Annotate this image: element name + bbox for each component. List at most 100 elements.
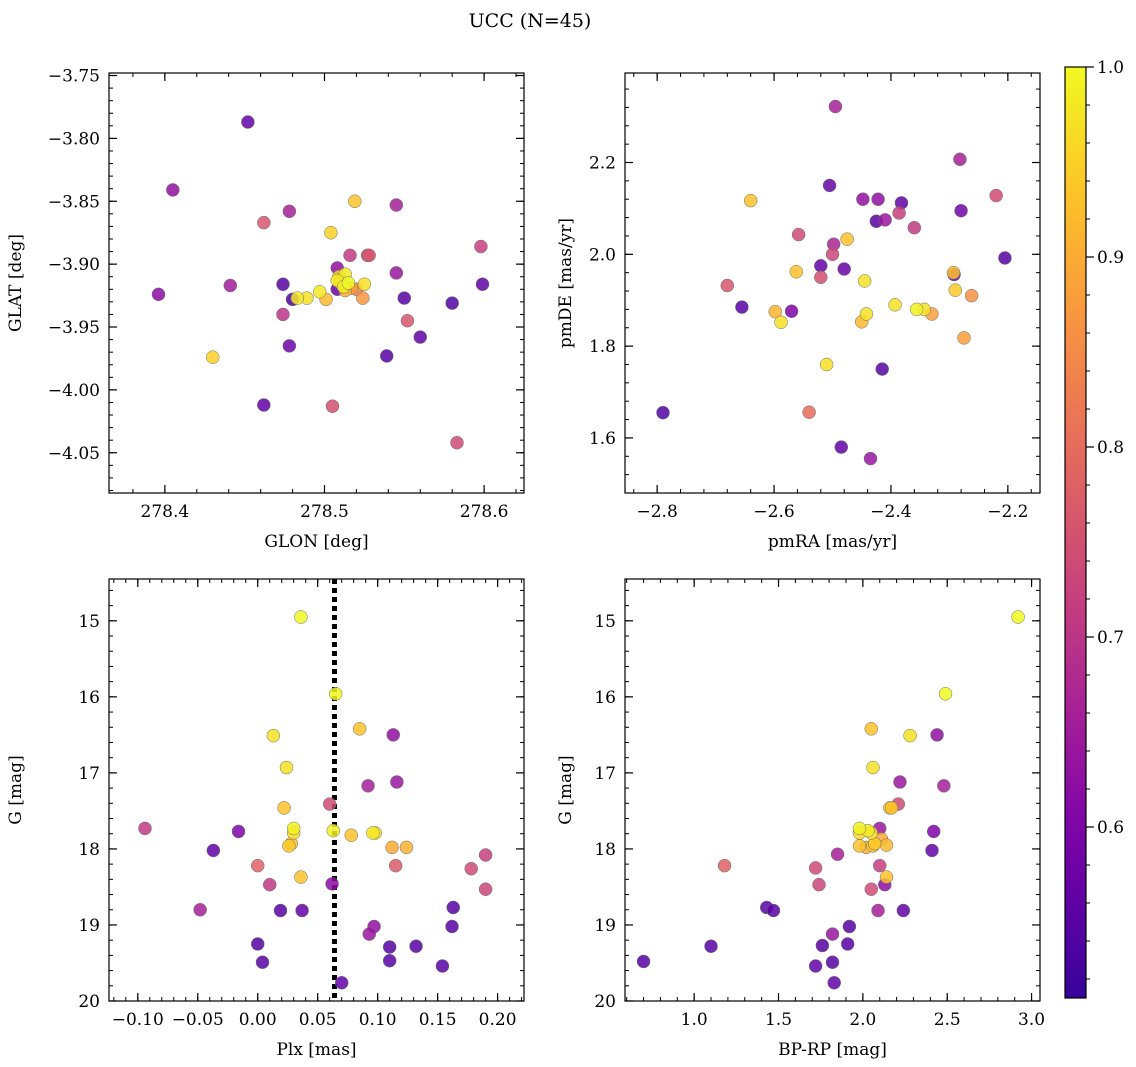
data-point — [859, 307, 874, 321]
data-point — [390, 775, 404, 789]
data-point — [400, 313, 415, 328]
data-point — [834, 440, 849, 454]
data-point — [856, 192, 870, 206]
data-point — [250, 937, 265, 951]
data-point — [276, 277, 290, 292]
data-point — [866, 760, 880, 775]
y-tick-label: 20 — [78, 992, 100, 1012]
data-point — [341, 276, 356, 290]
data-point — [989, 188, 1003, 203]
data-point — [814, 270, 828, 285]
data-point — [840, 232, 854, 246]
colorbar-tick-label: 0.7 — [1097, 628, 1124, 648]
data-point — [925, 843, 939, 858]
y-tick-label: −3.90 — [48, 255, 100, 275]
data-point — [789, 265, 804, 279]
data-point — [840, 937, 855, 951]
y-tick-label: 16 — [594, 688, 616, 708]
data-point — [362, 927, 377, 941]
data-point — [893, 775, 907, 789]
data-point — [241, 115, 255, 129]
data-point — [231, 824, 246, 839]
data-point — [399, 840, 414, 855]
data-point — [878, 213, 892, 227]
data-point — [312, 285, 327, 299]
y-tick-label: 1.8 — [589, 337, 616, 357]
data-point — [295, 903, 309, 918]
data-point — [343, 248, 357, 263]
data-point — [884, 801, 899, 815]
data-point — [907, 220, 922, 235]
data-point — [852, 839, 867, 853]
x-tick-label: 0.05 — [299, 1010, 337, 1030]
x-tick-label: 2.0 — [849, 1010, 876, 1030]
data-point — [791, 227, 806, 242]
data-point — [957, 331, 971, 345]
axes-frame — [108, 578, 525, 1002]
data-point — [279, 760, 294, 775]
data-point — [864, 882, 879, 896]
data-point — [223, 278, 238, 293]
data-point — [385, 840, 399, 855]
data-point — [266, 728, 281, 743]
data-point — [774, 315, 788, 329]
data-point — [808, 959, 823, 973]
x-axis-label: GLON [deg] — [264, 532, 368, 552]
data-point — [389, 266, 404, 280]
data-point — [964, 288, 979, 303]
axes-frame — [108, 72, 525, 494]
data-point — [937, 779, 951, 793]
x-tick-label: −2.2 — [987, 502, 1028, 522]
y-tick-label: 19 — [78, 916, 100, 936]
data-point — [282, 839, 296, 853]
data-point — [815, 938, 830, 953]
data-point — [819, 357, 834, 372]
data-point — [138, 821, 152, 836]
data-point — [474, 239, 488, 254]
x-tick-label: 1.0 — [681, 1010, 708, 1030]
data-point — [277, 801, 291, 815]
y-axis-label: GLAT [deg] — [6, 234, 26, 332]
colorbar-tick-label: 0.8 — [1097, 438, 1124, 458]
data-point — [814, 259, 828, 273]
data-point — [827, 976, 841, 990]
data-point — [478, 848, 493, 862]
panel-parallax-magnitude: −0.10 −0.05 0.00 0.05 0.10 0.15 0.20 15 16 17 18 19… — [6, 578, 525, 1060]
figure-title: UCC (N=45) — [469, 10, 592, 32]
data-point — [656, 405, 670, 420]
data-point — [325, 399, 340, 413]
data-point — [356, 291, 370, 305]
y-tick-label: −3.75 — [48, 67, 100, 87]
data-point — [830, 847, 845, 862]
axes-frame — [624, 72, 1041, 494]
data-point — [282, 204, 297, 219]
data-point — [475, 277, 490, 292]
data-point — [717, 858, 732, 873]
y-tick-label: −4.00 — [48, 381, 100, 401]
data-point — [344, 828, 359, 842]
data-point — [326, 823, 341, 838]
data-point — [879, 870, 894, 884]
data-point — [151, 287, 166, 302]
x-tick-label: −2.4 — [870, 502, 911, 522]
x-tick-label: −2.6 — [753, 502, 794, 522]
data-point — [294, 870, 308, 884]
data-point — [735, 300, 749, 314]
data-point — [822, 178, 837, 193]
data-point — [954, 203, 968, 218]
colorbar-tick-label: 0.9 — [1097, 248, 1124, 268]
data-point — [255, 955, 270, 969]
colorbar-gradient — [1064, 66, 1087, 999]
data-point — [324, 225, 338, 240]
data-point — [322, 797, 337, 811]
data-point — [864, 722, 879, 736]
y-tick-label: 2.0 — [589, 245, 616, 265]
data-point — [257, 398, 271, 412]
y-tick-label: −3.95 — [48, 318, 100, 338]
data-point — [445, 919, 459, 934]
x-tick-label: 1.5 — [765, 1010, 792, 1030]
data-point — [352, 722, 367, 736]
colorbar-tick-label: 0.6 — [1097, 818, 1124, 838]
data-point — [206, 843, 221, 858]
